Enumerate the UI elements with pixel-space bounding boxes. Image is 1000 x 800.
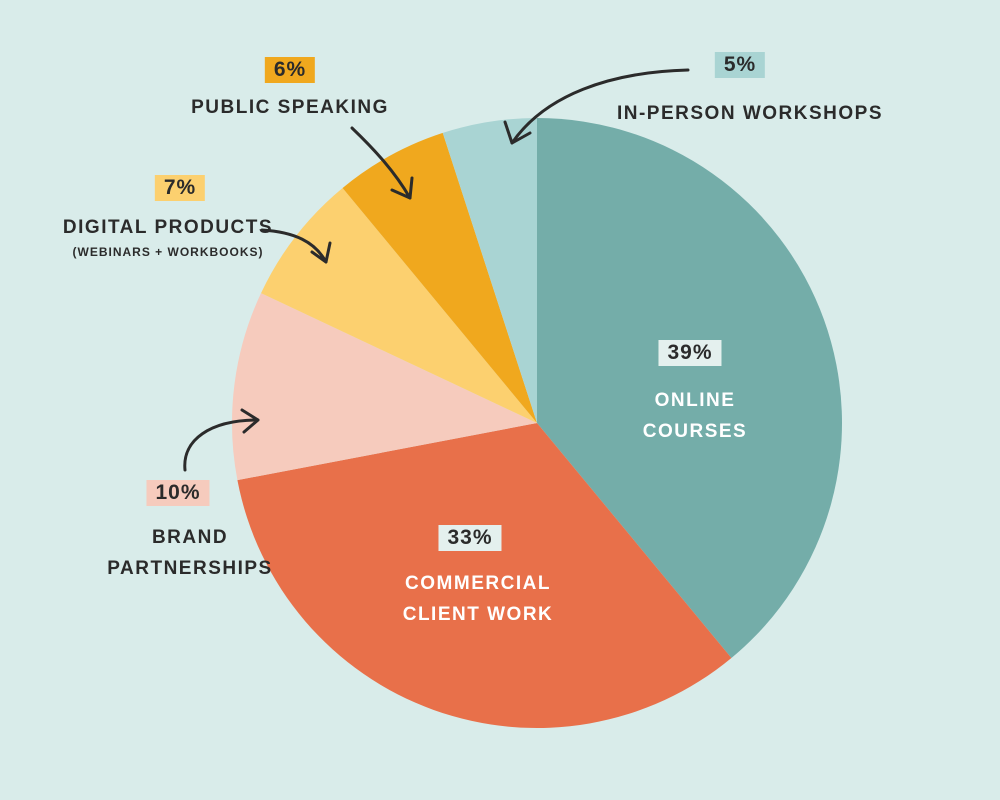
- value-label: 5%: [714, 52, 766, 78]
- category-label: BRAND PARTNERSHIPS: [107, 527, 273, 579]
- pie-slice: [537, 118, 842, 659]
- pie-slice: [232, 293, 538, 481]
- category-label: ONLINE COURSES: [642, 390, 748, 442]
- value-label: 10%: [146, 480, 210, 506]
- category-label: IN-PERSON WORKSHOPS: [616, 103, 884, 124]
- category-label: DIGITAL PRODUCTS: [62, 217, 274, 238]
- annotation: (WEBINARS + WORKBOOKS): [72, 245, 264, 259]
- category-label: COMMERCIAL CLIENT WORK: [402, 573, 554, 625]
- arrow: [350, 126, 414, 200]
- value-label: 39%: [658, 340, 722, 366]
- arrows: [183, 68, 690, 472]
- pie-slice: [342, 132, 537, 423]
- arrow: [260, 228, 332, 264]
- value-label: 7%: [154, 175, 206, 201]
- value-label: 33%: [438, 525, 502, 551]
- arrow: [503, 68, 690, 145]
- arrow: [183, 408, 260, 472]
- pie-slice: [237, 423, 732, 728]
- pie-slice: [442, 118, 537, 423]
- category-label: PUBLIC SPEAKING: [191, 97, 389, 118]
- value-label: 6%: [264, 57, 316, 83]
